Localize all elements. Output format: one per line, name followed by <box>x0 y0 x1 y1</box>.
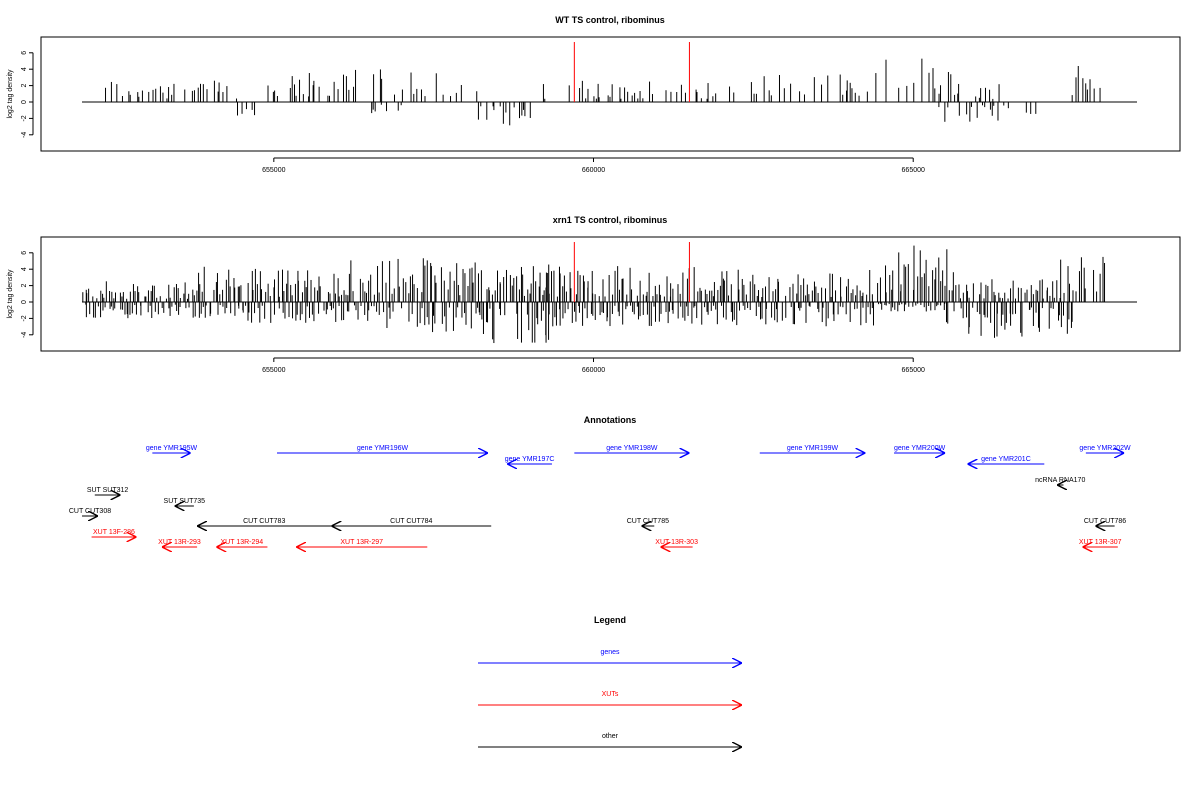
xrn1-coverage-bars <box>82 245 1137 344</box>
y-tick-label: 6 <box>21 51 28 55</box>
annotation-label: gene YMR197C <box>505 456 555 463</box>
xrn1-y-axis: -4 -2 0 2 4 6 <box>21 251 34 338</box>
annotation-label: gene YMR202W <box>1079 445 1131 452</box>
legend-title: Legend <box>594 615 626 625</box>
x-tick-label: 665000 <box>902 367 925 374</box>
annotation-feature: gene YMR199W <box>759 445 866 453</box>
annotation-feature: XUT 13R-307 <box>1079 539 1122 547</box>
wt-coverage-panel: WT TS control, ribominus log2 tag densit… <box>7 15 1181 174</box>
y-tick-label: -4 <box>21 132 28 138</box>
annotation-feature: XUT 13R-297 <box>296 539 428 547</box>
annotation-label: XUT 13R-307 <box>1079 539 1122 546</box>
legend-label: other <box>602 733 619 740</box>
annotation-feature: XUT 13F-286 <box>91 529 137 537</box>
annotation-label: gene YMR198W <box>606 445 658 452</box>
annotation-feature: XUT 13R-303 <box>655 539 698 547</box>
y-tick-label: 0 <box>21 300 28 304</box>
annotation-feature: CUT CUT785 <box>627 518 669 526</box>
annotation-label: CUT CUT785 <box>627 518 669 525</box>
annotation-label: XUT 13F-286 <box>93 529 135 536</box>
annotation-feature: gene YMR201C <box>967 456 1045 464</box>
x-tick-label: 655000 <box>262 167 285 174</box>
annotation-feature: SUT SUT735 <box>164 498 206 506</box>
wt-markers <box>573 42 690 102</box>
annotation-feature: CUT CUT308 <box>69 508 111 516</box>
annotation-feature: gene YMR197C <box>505 456 555 464</box>
xrn1-plot-frame <box>40 236 1181 352</box>
legend-items: genes XUTs other <box>478 649 742 747</box>
xrn1-x-axis: 655000 660000 665000 <box>262 357 925 374</box>
xrn1-markers <box>573 242 690 302</box>
annotation-feature: gene YMR196W <box>277 445 489 453</box>
annotation-label: CUT CUT308 <box>69 508 111 515</box>
legend-label: XUTs <box>602 691 619 698</box>
annotation-label: SUT SUT735 <box>164 498 206 505</box>
annotation-label: gene YMR200W <box>894 445 946 452</box>
wt-plot-frame <box>40 36 1181 152</box>
annotation-label: XUT 13R-303 <box>655 539 698 546</box>
x-tick-label: 660000 <box>582 367 605 374</box>
annotation-label: ncRNA RNA170 <box>1035 477 1085 484</box>
annotation-label: XUT 13R-294 <box>221 539 264 546</box>
annotation-label: XUT 13R-297 <box>340 539 383 546</box>
annotation-features: gene YMR195W gene YMR196W gene YMR197C gene… <box>69 445 1131 547</box>
annotation-feature: gene YMR202W <box>1079 445 1131 453</box>
xrn1-coverage-panel: xrn1 TS control, ribominus log2 tag dens… <box>7 215 1181 374</box>
y-tick-label: 2 <box>21 84 28 88</box>
y-tick-label: 2 <box>21 284 28 288</box>
legend: Legend genes XUTs other <box>478 615 742 747</box>
legend-item: other <box>478 733 742 747</box>
annotation-label: gene YMR199W <box>787 445 839 452</box>
annotation-feature: CUT CUT783 <box>197 518 332 526</box>
x-tick-label: 665000 <box>902 167 925 174</box>
y-tick-label: -4 <box>21 332 28 338</box>
annotations-title: Annotations <box>584 415 637 425</box>
annotation-feature: XUT 13R-294 <box>216 539 268 547</box>
y-tick-label: -2 <box>21 115 28 121</box>
annotation-feature: CUT CUT784 <box>331 518 492 526</box>
legend-item: XUTs <box>478 691 742 705</box>
y-tick-label: 0 <box>21 100 28 104</box>
wt-panel-title: WT TS control, ribominus <box>555 15 665 25</box>
legend-label: genes <box>600 649 620 656</box>
annotation-feature: gene YMR198W <box>574 445 690 453</box>
wt-x-axis: 655000 660000 665000 <box>262 157 925 174</box>
xrn1-panel-title: xrn1 TS control, ribominus <box>553 215 668 225</box>
annotation-label: gene YMR201C <box>981 456 1031 463</box>
x-tick-label: 655000 <box>262 367 285 374</box>
annotation-label: SUT SUT312 <box>87 487 129 494</box>
annotation-label: CUT CUT786 <box>1084 518 1126 525</box>
wt-y-axis-label: log2 tag density <box>7 69 14 119</box>
annotation-feature: SUT SUT312 <box>87 487 129 495</box>
annotation-label: CUT CUT784 <box>390 518 432 525</box>
y-tick-label: 6 <box>21 251 28 255</box>
legend-item: genes <box>478 649 742 663</box>
annotation-label: XUT 13R-293 <box>158 539 201 546</box>
annotation-feature: XUT 13R-293 <box>158 539 201 547</box>
y-tick-label: 4 <box>21 267 28 271</box>
wt-y-axis: -4 -2 0 2 4 6 <box>21 51 34 138</box>
annotation-feature: gene YMR200W <box>894 445 946 453</box>
annotation-feature: CUT CUT786 <box>1084 518 1126 526</box>
y-tick-label: 4 <box>21 67 28 71</box>
y-tick-label: -2 <box>21 315 28 321</box>
wt-coverage-bars <box>82 58 1137 126</box>
annotations-track: Annotations gene YMR195W gene YMR196Wgene… <box>69 415 1131 547</box>
annotation-feature: gene YMR195W <box>146 445 198 453</box>
annotation-label: CUT CUT783 <box>243 518 285 525</box>
annotation-label: gene YMR196W <box>357 445 409 452</box>
xrn1-y-axis-label: log2 tag density <box>7 269 14 319</box>
annotation-label: gene YMR195W <box>146 445 198 452</box>
x-tick-label: 660000 <box>582 167 605 174</box>
annotation-feature: ncRNA RNA170 <box>1035 477 1085 485</box>
